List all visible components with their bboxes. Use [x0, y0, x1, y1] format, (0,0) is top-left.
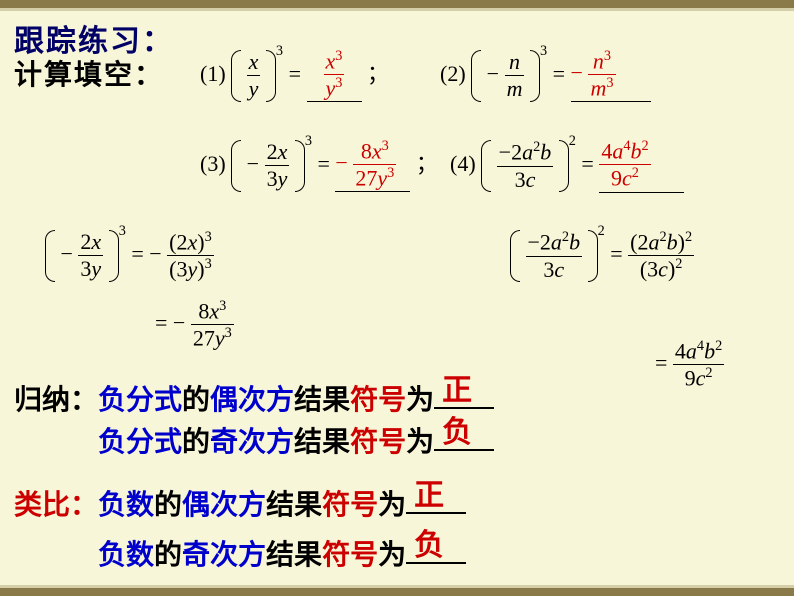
- problem-4: (4) −2a2b3c 2 = 4a4b29c2: [450, 133, 684, 193]
- work-3-step1: − 2x3y 3 = − (2x)3(3y)3: [45, 223, 214, 283]
- label-1: (1): [200, 61, 226, 86]
- problem-1: (1) xy 3 = x3y3 ；: [200, 43, 389, 102]
- work-4-step1: −2a2b3c 2 = (2a2b)2(3c)2: [510, 223, 694, 283]
- problem-2: (2) − nm 3 = − n3m3: [440, 43, 651, 102]
- summary-line-1: 归纳：负分式的偶次方结果符号为正: [14, 378, 494, 418]
- work-4-step2: = 4a4b29c2: [655, 338, 724, 392]
- label-2: (2): [440, 61, 466, 86]
- label-4: (4): [450, 151, 476, 176]
- summary-line-3: 类比：负数的偶次方结果符号为正: [14, 483, 466, 523]
- summary-line-2: 负分式的奇次方结果符号为负: [98, 420, 494, 460]
- work-3-step2: = − 8x327y3: [155, 298, 234, 352]
- problem-3: (3) − 2x3y 3 = − 8x327y3 ；: [200, 133, 438, 192]
- label-3: (3): [200, 151, 226, 176]
- summary-line-4: 负数的奇次方结果符号为负: [98, 533, 466, 573]
- title-fill-blank: 计算填空：: [14, 53, 164, 93]
